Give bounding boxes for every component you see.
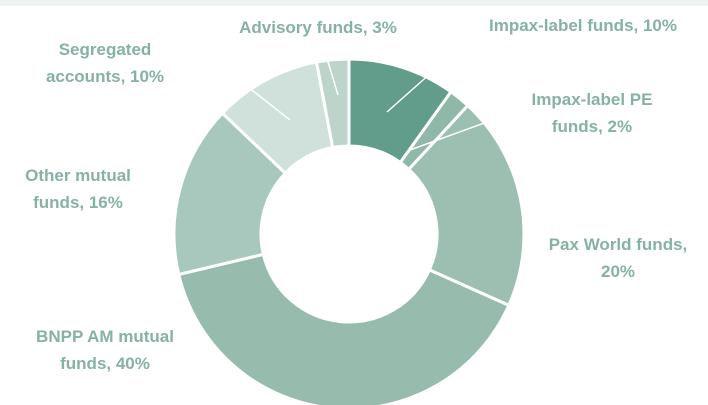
- slices: [172, 57, 526, 405]
- leader-line: [321, 41, 339, 96]
- slice-label: BNPP AM mutual funds, 40%: [36, 327, 174, 373]
- slice-label: Segregated accounts, 10%: [45, 40, 165, 86]
- leader-line: [409, 109, 521, 151]
- slice-label: Pax World funds, 20%: [548, 235, 688, 281]
- slice-label: Advisory funds, 3%: [239, 18, 397, 37]
- top-band: [0, 0, 708, 6]
- slice-label: Impax-label funds, 10%: [489, 16, 677, 35]
- slice: [406, 103, 526, 308]
- leader-line: [386, 39, 469, 113]
- slice: [176, 252, 511, 405]
- leader-line: [219, 64, 291, 121]
- slice-label: Impax-label PE funds, 2%: [531, 90, 653, 136]
- leader-lines: [219, 39, 521, 151]
- slice-label: Other mutual funds, 16%: [25, 166, 131, 212]
